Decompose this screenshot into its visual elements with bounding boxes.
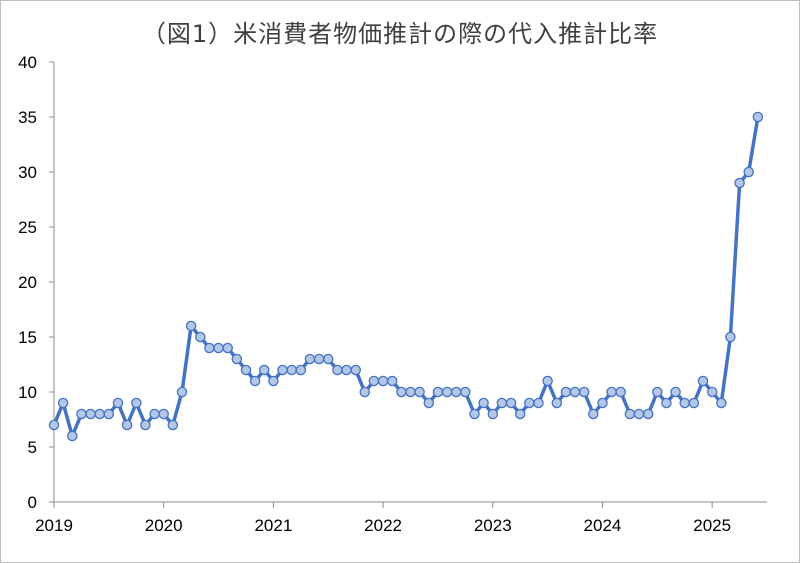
data-point	[688, 397, 700, 409]
y-tick-label: 5	[28, 438, 37, 457]
data-point	[350, 364, 361, 376]
data-point	[396, 386, 407, 398]
data-point	[57, 397, 69, 409]
data-point	[286, 364, 297, 376]
data-point	[578, 386, 590, 398]
x-tick-label: 2023	[474, 516, 512, 535]
data-point	[131, 397, 142, 409]
data-point	[140, 419, 151, 431]
data-point	[633, 408, 645, 420]
data-point	[195, 331, 206, 343]
y-tick-label: 30	[18, 163, 37, 182]
data-point	[450, 386, 462, 398]
data-point	[670, 386, 681, 398]
data-point	[505, 397, 517, 409]
x-tick-label: 2024	[584, 516, 622, 535]
data-point	[322, 353, 334, 365]
x-tick-label: 2025	[693, 516, 731, 535]
data-point	[432, 386, 444, 398]
data-point	[706, 386, 718, 398]
data-point	[697, 375, 709, 387]
y-tick-label: 25	[18, 218, 37, 237]
x-tick-label: 2019	[35, 516, 73, 535]
data-point	[304, 353, 316, 365]
data-point	[258, 364, 270, 376]
data-point	[414, 386, 425, 398]
data-point	[222, 342, 233, 354]
data-point	[67, 430, 78, 442]
data-point	[277, 364, 288, 376]
data-point	[460, 386, 471, 398]
data-point	[112, 397, 124, 409]
data-point	[176, 386, 188, 398]
data-point	[332, 364, 343, 376]
y-tick-label: 0	[28, 493, 37, 512]
data-point	[716, 397, 727, 409]
y-tick-label: 15	[18, 328, 37, 347]
data-point	[734, 177, 745, 189]
data-point	[560, 386, 572, 398]
data-point	[85, 408, 96, 420]
data-point	[158, 408, 169, 420]
data-point	[121, 419, 133, 431]
data-point	[94, 408, 105, 420]
data-point	[524, 397, 535, 409]
series-line	[52, 115, 760, 438]
data-point	[597, 397, 608, 409]
data-point	[752, 111, 764, 123]
data-point	[386, 375, 398, 387]
data-point	[514, 408, 526, 420]
y-tick-label: 40	[18, 53, 37, 72]
x-tick-label: 2021	[254, 516, 292, 535]
y-tick-label: 20	[18, 273, 37, 292]
data-point	[405, 386, 416, 398]
data-point	[588, 408, 599, 420]
data-point	[551, 397, 563, 409]
data-point	[313, 353, 325, 365]
data-point	[661, 397, 672, 409]
data-point	[268, 375, 279, 387]
data-point	[725, 331, 736, 343]
data-point	[185, 320, 197, 332]
y-tick-label: 10	[18, 383, 37, 402]
data-point	[377, 375, 389, 387]
data-point	[76, 408, 87, 420]
data-point	[615, 386, 626, 398]
x-tick-label: 2020	[145, 516, 183, 535]
data-point	[569, 386, 581, 398]
chart-title: （図1）米消費者物価推計の際の代入推計比率	[141, 20, 659, 48]
data-point	[368, 375, 380, 387]
data-point	[469, 408, 480, 420]
data-point	[642, 408, 654, 420]
data-point	[204, 342, 215, 354]
data-point	[231, 353, 243, 365]
data-point	[441, 386, 453, 398]
data-point	[606, 386, 617, 398]
data-point	[652, 386, 663, 398]
data-point	[167, 419, 179, 431]
data-point	[359, 386, 371, 398]
data-point	[249, 375, 261, 387]
data-point	[478, 397, 489, 409]
data-point	[240, 364, 252, 376]
data-point	[48, 419, 60, 431]
data-point	[423, 397, 435, 409]
data-point	[743, 166, 754, 178]
data-point	[542, 375, 553, 387]
data-point	[341, 364, 352, 376]
data-point	[533, 397, 544, 409]
data-point	[496, 397, 508, 409]
data-point	[624, 408, 636, 420]
x-tick-label: 2022	[364, 516, 402, 535]
data-point	[679, 397, 690, 409]
data-point	[213, 342, 224, 354]
data-point	[103, 408, 115, 420]
data-point	[295, 364, 307, 376]
y-tick-label: 35	[18, 108, 37, 127]
data-point	[149, 408, 160, 420]
data-point	[487, 408, 499, 420]
